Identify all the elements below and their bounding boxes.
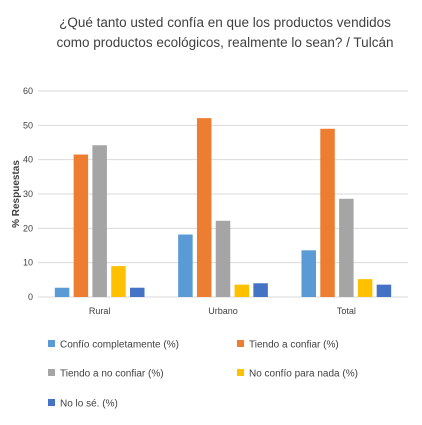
y-tick-label: 50 [23, 120, 33, 130]
y-tick-label: 30 [23, 189, 33, 199]
bar-urbano-series-2 [196, 118, 212, 297]
x-category-label: Urbano [208, 306, 238, 316]
bar-total-series-2 [320, 128, 335, 297]
bar-rural-series-5 [130, 287, 145, 297]
y-tick-label: 60 [23, 86, 33, 96]
bar-total-series-4 [357, 279, 373, 297]
legend-swatch [237, 340, 244, 347]
legend-label: Tiendo a confiar (%) [249, 340, 339, 351]
bar-urbano-series-4 [234, 284, 250, 297]
legend-item: Tiendo a no confiar (%) [48, 369, 164, 380]
bar-urbano-series-1 [178, 234, 193, 297]
bar-rural-series-4 [111, 266, 126, 297]
legend-label: Confío completamente (%) [60, 340, 179, 351]
legend-swatch [48, 340, 55, 347]
y-tick-label: 10 [23, 258, 33, 268]
bar-total-series-5 [376, 284, 392, 297]
bar-rural-series-1 [54, 287, 70, 297]
legend-item: Confío completamente (%) [48, 340, 179, 351]
chart-title-line-1: ¿Qué tanto usted confía en que los produ… [59, 15, 391, 30]
legend-swatch [48, 399, 55, 406]
x-category-label: Total [337, 306, 356, 316]
legend-label: Tiendo a no confiar (%) [60, 369, 164, 380]
legend-swatch [237, 369, 244, 376]
legend-label: No lo sé. (%) [60, 399, 118, 410]
x-axis-categories: Rural Urbano Total [89, 306, 356, 316]
legend-item: Tiendo a confiar (%) [237, 340, 339, 351]
chart-title-line-2: como productos ecológicos, realmente lo … [57, 35, 394, 50]
legend: Confío completamente (%) Tiendo a confiar… [48, 340, 358, 410]
y-axis-label: % Respuestas [11, 160, 22, 228]
bar-total-series-1 [301, 250, 316, 297]
x-category-label: Rural [89, 306, 111, 316]
bar-rural-series-3 [92, 145, 107, 297]
bar-urbano-series-5 [253, 283, 268, 297]
legend-item: No confío para nada (%) [237, 369, 358, 380]
bar-urbano-series-3 [215, 220, 231, 297]
bars [54, 118, 392, 297]
legend-swatch [48, 369, 55, 376]
bar-total-series-3 [339, 198, 354, 297]
y-tick-label: 40 [23, 155, 33, 165]
chart-title: ¿Qué tanto usted confía en que los produ… [57, 15, 394, 50]
y-tick-label: 0 [28, 292, 33, 302]
y-axis-ticks: 0 10 20 30 40 50 60 [23, 86, 33, 302]
bar-rural-series-2 [73, 154, 89, 297]
legend-item: No lo sé. (%) [48, 399, 118, 410]
y-tick-label: 20 [23, 223, 33, 233]
legend-label: No confío para nada (%) [249, 369, 358, 380]
